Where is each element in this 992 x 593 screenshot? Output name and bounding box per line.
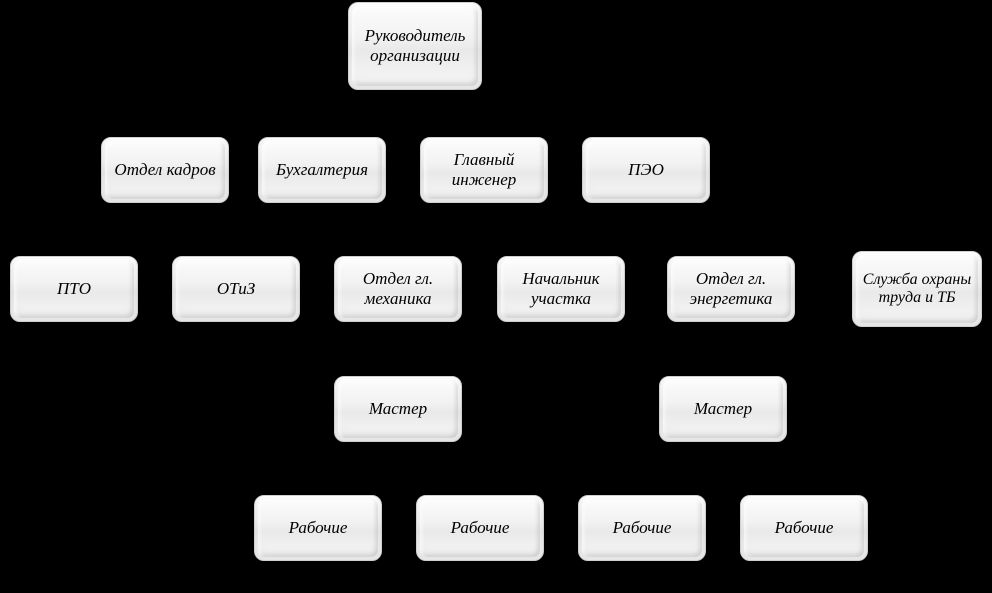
node-label: ОТиЗ (217, 279, 255, 299)
node-root: Руководитель организации (348, 2, 482, 90)
node-label: Бухгалтерия (276, 160, 368, 180)
node-label: Мастер (369, 399, 427, 419)
node-label: Служба охраны труда и ТБ (859, 271, 975, 308)
node-label: Рабочие (289, 518, 348, 538)
node-hr: Отдел кадров (101, 137, 229, 203)
node-label: Отдел гл. механика (341, 269, 455, 308)
node-workers-2: Рабочие (416, 495, 544, 561)
node-label: Рабочие (613, 518, 672, 538)
node-chief-energy-dept: Отдел гл. энергетика (667, 256, 795, 322)
node-accounting: Бухгалтерия (258, 137, 386, 203)
node-chief-mechanic-dept: Отдел гл. механика (334, 256, 462, 322)
node-site-head: Начальник участка (497, 256, 625, 322)
node-label: Отдел гл. энергетика (674, 269, 788, 308)
org-chart-canvas: Руководитель организации Отдел кадров Бу… (0, 0, 992, 593)
node-label: Начальник участка (504, 269, 618, 308)
node-label: Рабочие (451, 518, 510, 538)
node-workers-1: Рабочие (254, 495, 382, 561)
node-chief-engineer: Главный инженер (420, 137, 548, 203)
node-peo: ПЭО (582, 137, 710, 203)
node-label: Отдел кадров (114, 160, 215, 180)
node-workers-4: Рабочие (740, 495, 868, 561)
node-label: Руководитель организации (355, 26, 475, 65)
node-otiz: ОТиЗ (172, 256, 300, 322)
node-label: Мастер (694, 399, 752, 419)
node-label: Главный инженер (427, 150, 541, 189)
node-pto: ПТО (10, 256, 138, 322)
node-master-2: Мастер (659, 376, 787, 442)
node-label: ПЭО (628, 160, 664, 180)
node-workers-3: Рабочие (578, 495, 706, 561)
node-master-1: Мастер (334, 376, 462, 442)
node-label: Рабочие (775, 518, 834, 538)
node-safety-service: Служба охраны труда и ТБ (852, 251, 982, 327)
node-label: ПТО (57, 279, 91, 299)
